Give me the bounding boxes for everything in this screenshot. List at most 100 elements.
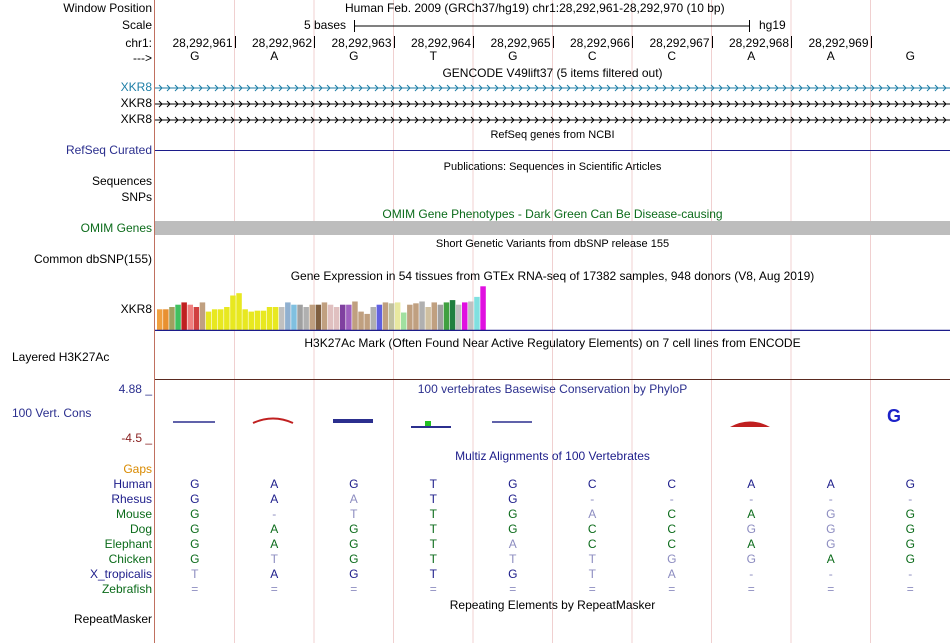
species-label[interactable]: Chicken bbox=[108, 552, 152, 566]
gtex-tissue-bar[interactable] bbox=[382, 302, 389, 330]
gtex-tissue-bar[interactable] bbox=[352, 301, 358, 330]
species-label[interactable]: Dog bbox=[129, 522, 152, 536]
gtex-tissue-bar[interactable] bbox=[413, 303, 419, 330]
strand-chevron bbox=[422, 116, 427, 124]
gtex-tissue-bar[interactable] bbox=[480, 286, 486, 330]
conservation-title[interactable]: 100 vertebrates Basewise Conservation by… bbox=[417, 382, 688, 396]
gtex-tissue-bar[interactable] bbox=[425, 307, 431, 330]
gencode-track-label-1[interactable]: XKR8 bbox=[120, 80, 152, 94]
gtex-tissue-bar[interactable] bbox=[254, 310, 261, 330]
strand-chevron bbox=[694, 116, 699, 124]
gtex-tissue-bar[interactable] bbox=[309, 304, 316, 330]
gtex-tissue-bar[interactable] bbox=[455, 304, 462, 330]
strand-chevron bbox=[550, 100, 555, 108]
species-label[interactable]: Human bbox=[113, 477, 152, 491]
gencode-track-label-3[interactable]: XKR8 bbox=[120, 112, 152, 126]
gtex-tissue-bar[interactable] bbox=[163, 309, 169, 330]
gtex-tissue-bar[interactable] bbox=[401, 312, 407, 330]
gtex-tissue-bar[interactable] bbox=[205, 311, 212, 330]
species-label[interactable]: Zebrafish bbox=[101, 582, 152, 596]
track-display-panel[interactable]: Human Feb. 2009 (GRCh37/hg19) chr1:28,29… bbox=[155, 0, 950, 643]
gtex-tissue-bar[interactable] bbox=[358, 311, 364, 330]
gtex-tissue-bar[interactable] bbox=[181, 302, 187, 330]
conservation-track-label[interactable]: 100 Vert. Cons bbox=[12, 406, 92, 420]
refseq-gene-line[interactable] bbox=[155, 150, 950, 151]
gencode-gene-lines[interactable] bbox=[155, 80, 950, 126]
dbsnp-title[interactable]: Short Genetic Variants from dbSNP releas… bbox=[435, 238, 670, 250]
gtex-tissue-bar[interactable] bbox=[419, 301, 425, 330]
gtex-tissue-bar[interactable] bbox=[346, 304, 352, 330]
gtex-tissue-bar[interactable] bbox=[157, 309, 163, 330]
aligned-base: C bbox=[667, 507, 677, 521]
gencode-title[interactable]: GENCODE V49lift37 (5 items filtered out) bbox=[442, 66, 663, 80]
strand-chevron bbox=[398, 100, 403, 108]
strand-chevron bbox=[854, 116, 859, 124]
species-label[interactable]: Mouse bbox=[115, 507, 152, 521]
strand-chevron bbox=[870, 100, 875, 108]
dbsnp-track-label[interactable]: Common dbSNP(155) bbox=[33, 252, 152, 266]
gtex-tissue-bar[interactable] bbox=[321, 302, 328, 330]
gtex-tissue-bar[interactable] bbox=[333, 307, 340, 330]
gtex-tissue-bar[interactable] bbox=[297, 304, 303, 330]
gtex-tissue-bar[interactable] bbox=[230, 295, 236, 331]
gtex-title[interactable]: Gene Expression in 54 tissues from GTEx … bbox=[290, 269, 815, 283]
refseq-track-label[interactable]: RefSeq Curated bbox=[65, 143, 152, 157]
refseq-title[interactable]: RefSeq genes from NCBI bbox=[490, 129, 615, 141]
gtex-tissue-bar[interactable] bbox=[431, 302, 438, 330]
gtex-tissue-bar[interactable] bbox=[376, 304, 383, 330]
gtex-tissue-bar[interactable] bbox=[443, 302, 450, 330]
gencode-track-label-2[interactable]: XKR8 bbox=[120, 96, 152, 110]
sequences-track-label[interactable]: Sequences bbox=[91, 174, 152, 188]
gtex-tissue-bar[interactable] bbox=[285, 302, 291, 330]
conservation-logo[interactable]: G bbox=[155, 400, 950, 440]
gtex-tissue-bar[interactable] bbox=[340, 304, 346, 330]
h3k27ac-track-label[interactable]: Layered H3K27Ac bbox=[12, 350, 110, 364]
gtex-tissue-bar[interactable] bbox=[272, 307, 279, 330]
gtex-tissue-bar[interactable] bbox=[175, 304, 181, 330]
gtex-tissue-bar[interactable] bbox=[327, 304, 334, 330]
gtex-tissue-bar[interactable] bbox=[266, 307, 273, 330]
omim-title[interactable]: OMIM Gene Phenotypes - Dark Green Can Be… bbox=[382, 207, 723, 221]
gtex-track-label[interactable]: XKR8 bbox=[120, 302, 152, 316]
repeatmasker-track-label[interactable]: RepeatMasker bbox=[73, 612, 152, 626]
h3k27ac-title[interactable]: H3K27Ac Mark (Often Found Near Active Re… bbox=[304, 336, 801, 350]
strand-chevron bbox=[398, 84, 403, 92]
gtex-tissue-bar[interactable] bbox=[303, 307, 309, 330]
publications-title[interactable]: Publications: Sequences in Scientific Ar… bbox=[443, 161, 662, 173]
multiz-title[interactable]: Multiz Alignments of 100 Vertebrates bbox=[455, 449, 650, 463]
gtex-tissue-bar[interactable] bbox=[315, 304, 322, 330]
strand-chevron bbox=[566, 84, 571, 92]
gtex-tissue-bar[interactable] bbox=[211, 309, 218, 330]
gtex-tissue-bar[interactable] bbox=[199, 302, 206, 330]
gtex-tissue-bar[interactable] bbox=[407, 304, 413, 330]
gtex-tissue-bar[interactable] bbox=[394, 302, 401, 330]
gtex-tissue-bar[interactable] bbox=[248, 311, 255, 330]
omim-feature-bar[interactable] bbox=[155, 221, 950, 235]
species-label[interactable]: X_tropicalis bbox=[89, 567, 152, 581]
gtex-tissue-bar[interactable] bbox=[468, 301, 474, 330]
gtex-tissue-bar[interactable] bbox=[437, 304, 444, 330]
repeatmasker-title[interactable]: Repeating Elements by RepeatMasker bbox=[449, 598, 656, 612]
snps-track-label[interactable]: SNPs bbox=[121, 190, 152, 204]
gtex-tissue-bar[interactable] bbox=[462, 302, 468, 330]
omim-track-label[interactable]: OMIM Genes bbox=[80, 221, 152, 235]
gtex-tissue-bar[interactable] bbox=[260, 310, 267, 330]
gtex-tissue-bar[interactable] bbox=[364, 313, 370, 330]
gtex-tissue-bar[interactable] bbox=[242, 309, 248, 330]
species-label[interactable]: Elephant bbox=[104, 537, 152, 551]
gtex-tissue-bar[interactable] bbox=[291, 304, 297, 330]
gtex-tissue-bar[interactable] bbox=[218, 309, 224, 330]
gtex-tissue-bar[interactable] bbox=[370, 307, 377, 330]
species-label[interactable]: Rhesus bbox=[111, 492, 152, 506]
gtex-tissue-bar[interactable] bbox=[187, 304, 194, 330]
gtex-tissue-bar[interactable] bbox=[449, 300, 456, 330]
gtex-tissue-bar[interactable] bbox=[279, 307, 285, 330]
gtex-tissue-bar[interactable] bbox=[224, 307, 230, 330]
gtex-tissue-bar[interactable] bbox=[169, 307, 175, 330]
gtex-tissue-bar[interactable] bbox=[193, 307, 200, 330]
gtex-barchart[interactable] bbox=[155, 283, 950, 331]
gtex-tissue-bar[interactable] bbox=[388, 303, 395, 330]
strand-chevron bbox=[534, 100, 539, 108]
gtex-tissue-bar[interactable] bbox=[236, 293, 242, 330]
gtex-tissue-bar[interactable] bbox=[474, 296, 480, 330]
